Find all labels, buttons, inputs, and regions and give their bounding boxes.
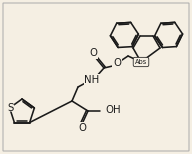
FancyBboxPatch shape bbox=[5, 104, 14, 111]
Text: O: O bbox=[78, 123, 86, 133]
Text: OH: OH bbox=[105, 105, 121, 115]
Text: O: O bbox=[113, 58, 121, 68]
Text: Abs: Abs bbox=[135, 59, 147, 65]
Text: NH: NH bbox=[84, 75, 100, 85]
Text: O: O bbox=[89, 48, 97, 58]
Text: S: S bbox=[7, 103, 13, 113]
